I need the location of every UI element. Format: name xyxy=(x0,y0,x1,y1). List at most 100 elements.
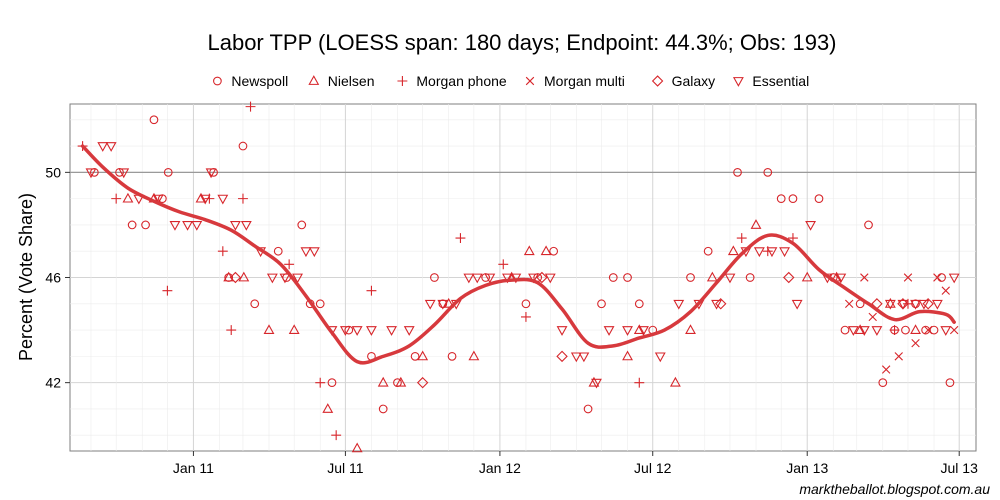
data-point xyxy=(250,299,260,309)
data-point xyxy=(894,352,903,361)
x-tick-label: Jul 11 xyxy=(327,460,364,476)
data-point xyxy=(339,326,351,336)
data-point xyxy=(949,325,959,335)
data-point xyxy=(284,259,295,270)
data-point xyxy=(523,245,535,256)
data-point xyxy=(377,376,389,387)
data-point xyxy=(860,273,869,282)
x-tick-label: Jan 13 xyxy=(786,460,828,476)
data-point xyxy=(634,299,644,309)
data-point xyxy=(673,299,685,310)
data-point xyxy=(424,299,436,310)
legend-label: Galaxy xyxy=(672,73,716,89)
data-point xyxy=(847,326,859,336)
legend-item-nielsen: Nielsen xyxy=(308,73,375,89)
data-point xyxy=(245,101,256,112)
data-point xyxy=(447,351,457,361)
data-point xyxy=(308,247,320,258)
data-point xyxy=(141,220,150,230)
data-point xyxy=(622,326,633,336)
data-point xyxy=(686,273,695,282)
data-point xyxy=(279,273,291,284)
data-point xyxy=(597,299,606,309)
legend-item-essential: Essential xyxy=(732,73,809,89)
data-point xyxy=(889,325,900,336)
data-point xyxy=(366,326,377,336)
data-point xyxy=(805,220,817,231)
data-point xyxy=(351,326,363,336)
data-point xyxy=(588,376,600,387)
data-point xyxy=(520,311,531,322)
data-point xyxy=(238,193,248,204)
data-point xyxy=(403,326,415,336)
data-point xyxy=(791,299,803,310)
data-point xyxy=(608,273,618,282)
data-point xyxy=(941,286,950,295)
data-point xyxy=(788,194,798,204)
data-point xyxy=(266,273,278,284)
data-point xyxy=(484,273,496,284)
series-nielsen xyxy=(122,192,921,453)
series-essential xyxy=(85,142,960,389)
data-point xyxy=(163,167,173,177)
data-point xyxy=(763,167,773,177)
data-point xyxy=(149,115,159,125)
legend-item-morgan-multi: Morgan multi xyxy=(525,73,625,89)
data-point xyxy=(463,273,475,284)
data-point xyxy=(933,273,942,282)
data-point xyxy=(910,324,921,335)
data-point xyxy=(191,220,203,231)
legend-label: Essential xyxy=(752,73,809,89)
data-point xyxy=(570,352,582,363)
data-point xyxy=(229,220,241,231)
data-point xyxy=(502,273,513,284)
data-point xyxy=(654,352,666,363)
data-point xyxy=(229,271,242,284)
data-point xyxy=(430,273,439,282)
data-point xyxy=(217,194,229,205)
legend-item-galaxy: Galaxy xyxy=(651,73,716,89)
legend-label: Morgan multi xyxy=(544,73,625,89)
credit-text: marktheballot.blogspot.com.au xyxy=(799,481,990,497)
data-point xyxy=(195,192,207,203)
data-point xyxy=(840,325,850,335)
legend-item-newspoll: Newspoll xyxy=(213,73,288,89)
data-point xyxy=(745,273,755,282)
data-point xyxy=(169,220,181,231)
data-point xyxy=(366,285,377,296)
legend-symbol xyxy=(732,77,744,87)
data-point xyxy=(931,299,943,310)
data-point xyxy=(199,194,211,205)
data-point xyxy=(750,219,762,229)
data-point xyxy=(897,299,909,310)
data-point xyxy=(127,220,137,230)
data-point xyxy=(801,271,813,282)
data-point xyxy=(911,339,920,348)
axes: 42 46 50 Jan 11 Jul 11 Jan 12 Jul 12 Jan 13 Jul … xyxy=(45,164,978,476)
data-point xyxy=(583,404,593,414)
data-point xyxy=(669,376,681,387)
data-point xyxy=(910,299,921,310)
data-point xyxy=(410,351,420,361)
x-tick-label: Jul 13 xyxy=(941,460,979,476)
data-point xyxy=(288,324,300,335)
chart-title: Labor TPP (LOESS span: 180 days; Endpoin… xyxy=(207,30,836,55)
data-point xyxy=(591,378,602,389)
data-point xyxy=(105,142,117,152)
data-point xyxy=(634,377,645,388)
data-point xyxy=(685,324,696,335)
data-point xyxy=(881,365,891,374)
data-point xyxy=(776,194,786,204)
data-point xyxy=(868,312,877,322)
data-point xyxy=(111,193,122,204)
data-point xyxy=(327,378,337,388)
data-point xyxy=(386,326,398,336)
legend-label: Newspoll xyxy=(231,73,288,89)
data-point xyxy=(331,430,342,441)
legend-label: Nielsen xyxy=(328,73,375,89)
data-point xyxy=(622,350,633,361)
data-point xyxy=(238,271,250,282)
data-point xyxy=(395,376,407,387)
data-point xyxy=(498,259,509,270)
data-point xyxy=(315,299,325,309)
